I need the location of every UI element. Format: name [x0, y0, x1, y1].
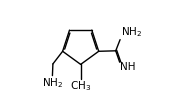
Text: CH$_3$: CH$_3$ — [70, 79, 91, 93]
Text: NH$_2$: NH$_2$ — [42, 76, 63, 90]
Text: NH: NH — [120, 63, 136, 72]
Text: NH$_2$: NH$_2$ — [121, 25, 142, 39]
